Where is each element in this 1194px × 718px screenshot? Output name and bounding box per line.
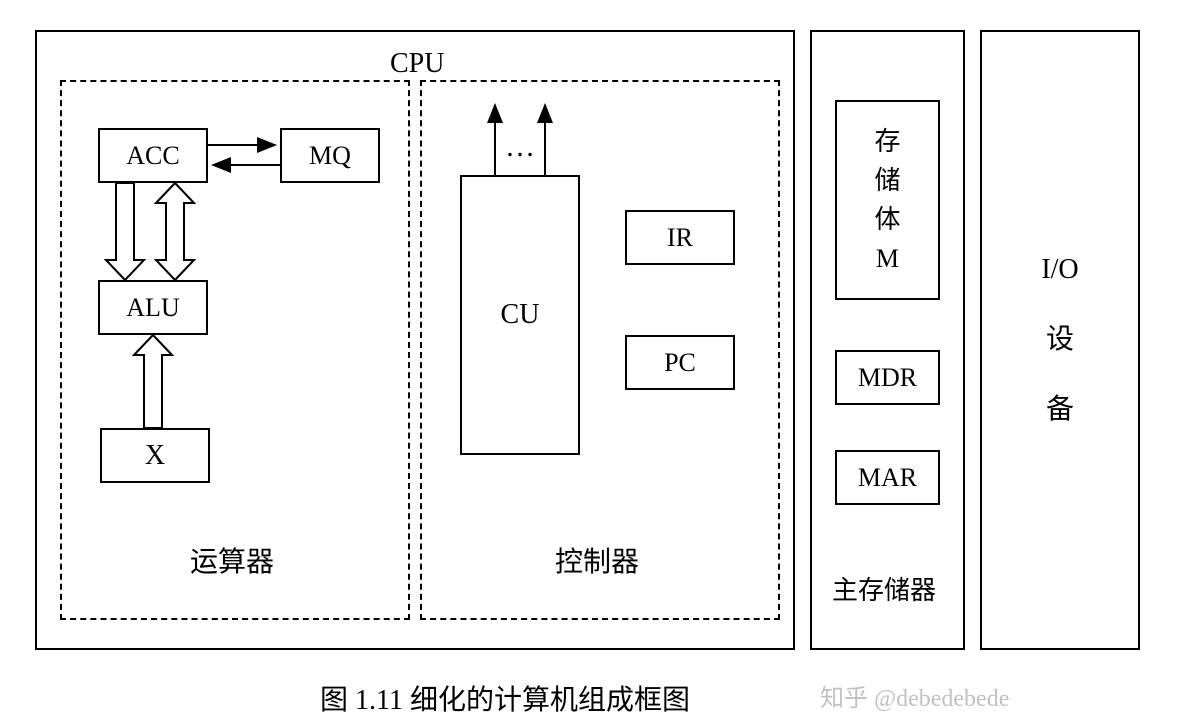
mq-box: MQ bbox=[280, 128, 380, 183]
mdr-box: MDR bbox=[835, 350, 940, 405]
mdr-label: MDR bbox=[858, 363, 917, 393]
alu-label: ALU bbox=[126, 293, 179, 323]
figure-caption: 图 1.11 细化的计算机组成框图 bbox=[320, 678, 690, 718]
x-label: X bbox=[145, 440, 165, 472]
cu-section-label: 控制器 bbox=[555, 540, 639, 580]
memory-label: 主存储器 bbox=[832, 570, 936, 607]
mq-label: MQ bbox=[309, 141, 351, 171]
io-box: I/O设备 bbox=[980, 30, 1140, 650]
cu-box: CU bbox=[460, 175, 580, 455]
acc-label: ACC bbox=[126, 141, 179, 171]
alu-box: ALU bbox=[98, 280, 208, 335]
x-box: X bbox=[100, 428, 210, 483]
storage-m-label: 存储体M bbox=[874, 122, 900, 278]
watermark-text: 知乎 @debedebede bbox=[820, 678, 1009, 713]
acc-box: ACC bbox=[98, 128, 208, 183]
cu-ellipsis: … bbox=[505, 130, 539, 164]
mar-box: MAR bbox=[835, 450, 940, 505]
ir-label: IR bbox=[667, 223, 693, 253]
cu-label: CU bbox=[501, 299, 540, 331]
storage-m-box: 存储体M bbox=[835, 100, 940, 300]
mar-label: MAR bbox=[858, 463, 917, 493]
pc-box: PC bbox=[625, 335, 735, 390]
ir-box: IR bbox=[625, 210, 735, 265]
pc-label: PC bbox=[664, 348, 696, 378]
io-label: I/O设备 bbox=[1041, 235, 1078, 445]
cpu-title: CPU bbox=[390, 48, 444, 80]
computer-architecture-diagram: CPU 运算器 ACC MQ ALU X 控制器 CU … IR PC 主存储器… bbox=[0, 0, 1194, 716]
alu-section-label: 运算器 bbox=[190, 540, 274, 580]
